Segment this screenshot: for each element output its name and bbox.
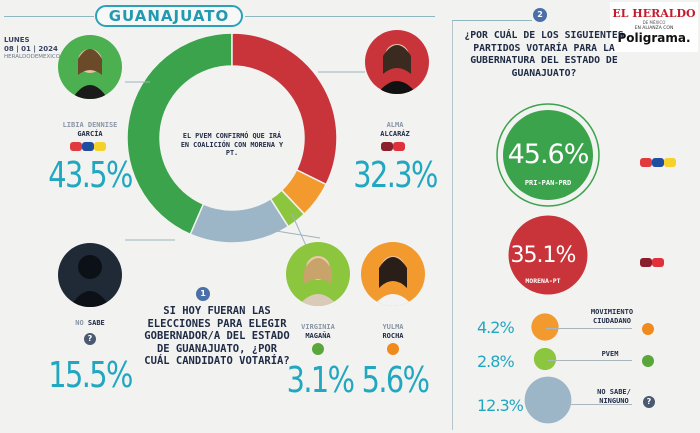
connector-mc: [546, 328, 632, 329]
question-2-badge: 2: [533, 8, 547, 22]
party-mc-label: MOVIMIENTO CIUDADANO: [590, 308, 634, 325]
party-nosabe-value: 12.3%: [477, 396, 524, 415]
question-1-text: SI HOY FUERAN LAS ELECCIONES PARA ELEGIR…: [144, 305, 290, 367]
candidate-libia-last: GARCÍA: [77, 130, 103, 138]
donut-slice-libia: [126, 32, 233, 236]
party-pvem-value: 2.8%: [477, 352, 515, 371]
portrait-virginia-icon: [298, 256, 338, 306]
connector-nosabe-party: [568, 404, 632, 405]
avatar-virginia: [286, 242, 350, 306]
header-rule-left: [4, 16, 94, 17]
candidate-virginia-name: VIRGINIA MAGAÑA: [278, 323, 358, 341]
date-value: 08 | 01 | 2024: [4, 45, 58, 53]
pvem-badge: [312, 343, 324, 355]
candidate-libia-name: LIBIA DENNISE GARCÍA: [40, 121, 140, 139]
portrait-yulma-icon: [373, 256, 413, 306]
donut-hole: [161, 67, 303, 209]
connector-virginia: [269, 229, 321, 239]
bubble-morena-pt: [508, 215, 588, 295]
candidate-donut-chart: [126, 32, 338, 244]
candidate-virginia-value: 3.1%: [286, 360, 355, 401]
section-divider-top: [452, 20, 532, 21]
candidate-virginia-last: MAGAÑA: [305, 332, 331, 340]
bubble-pvem: [533, 347, 557, 371]
candidate-yulma-last: ROCHA: [382, 332, 404, 340]
candidate-nosabe-name: NO SABE: [50, 319, 130, 328]
bubble-ring-pri-pan-prd: [496, 103, 600, 207]
question-icon: ?: [84, 333, 96, 345]
question-icon-2: ?: [643, 396, 655, 408]
question-2-text: ¿POR CUÁL DE LOS SIGUIENTES PARTIDOS VOT…: [464, 30, 624, 79]
mc-badge: [387, 343, 399, 355]
logo-heraldo: EL HERALDO: [612, 7, 696, 20]
bubble-mc: [531, 313, 559, 341]
candidate-libia-value: 43.5%: [48, 155, 133, 196]
candidate-yulma-value: 5.6%: [361, 360, 430, 401]
candidate-yulma-name: YULMA ROCHA: [353, 323, 433, 341]
candidate-alma-last: ALCARÁZ: [380, 130, 410, 138]
pvem-badge-2: [642, 355, 654, 367]
avatar-alma: [365, 30, 429, 94]
party-bubble-chart: [496, 103, 600, 424]
source-site: HERALDODEMEXICO.COM.MX: [4, 54, 85, 60]
donut-slice-nosabe: [189, 197, 290, 244]
party-morena-label: MORENA-PT: [525, 277, 561, 285]
connector-pvem: [548, 360, 632, 361]
title-pill: GUANAJUATO: [95, 5, 243, 27]
pan-pri-prd-badge-2: [640, 157, 676, 168]
party-morena-value: 35.1%: [510, 243, 577, 268]
morena-pt-badge-2: [640, 257, 664, 268]
portrait-libia-icon: [72, 49, 108, 99]
bubble-pri-pan-prd: [503, 110, 593, 200]
candidate-nosabe-first: NO: [75, 319, 84, 327]
avatar-libia: [58, 35, 122, 99]
party-pan-label: PRI-PAN-PRD: [524, 179, 572, 187]
candidate-nosabe-last: SABE: [87, 319, 105, 327]
question-1-badge: 1: [196, 287, 210, 301]
party-pvem-label: PVEM: [601, 350, 619, 358]
avatar-nosabe: [58, 243, 122, 307]
donut-center-note: EL PVEM CONFIRMÓ QUE IRÁ EN COALICIÓN CO…: [180, 132, 284, 157]
party-bubbles: [496, 103, 600, 424]
candidate-libia-first: LIBIA DENNISE: [62, 121, 118, 129]
donut-slices: [126, 32, 338, 244]
avatar-yulma: [361, 242, 425, 306]
portrait-alma-icon: [377, 44, 417, 94]
section-divider: [452, 20, 453, 430]
candidate-nosabe-value: 15.5%: [48, 355, 133, 396]
candidate-alma-name: ALMA ALCARÁZ: [355, 121, 435, 139]
date-day: LUNES: [4, 36, 30, 44]
mc-badge-2: [642, 323, 654, 335]
logo-poligrama: Poligrama.: [617, 31, 691, 45]
candidate-virginia-first: VIRGINIA: [301, 323, 335, 331]
candidate-yulma-first: YULMA: [382, 323, 404, 331]
logo-heraldo-poligrama: EL HERALDO DE MÉXICO EN ALIANZA CON Poli…: [610, 2, 698, 52]
party-mc-value: 4.2%: [477, 318, 515, 337]
silhouette-icon: [70, 255, 110, 307]
header-rule-right: [245, 16, 435, 17]
party-pan-value: 45.6%: [507, 139, 590, 170]
candidate-alma-first: ALMA: [386, 121, 404, 129]
candidate-alma-value: 32.3%: [353, 155, 438, 196]
logo-heraldo-sub: DE MÉXICO: [642, 20, 666, 25]
bubble-nosabe: [524, 376, 572, 424]
page-title: GUANAJUATO: [108, 7, 230, 25]
logo-alliance: EN ALIANZA CON: [634, 26, 674, 31]
morena-pt-badge: [381, 141, 405, 152]
party-nosabe-label: NO SABE/ NINGUNO: [597, 388, 631, 405]
pan-pri-prd-badge: [70, 141, 106, 152]
date-block: LUNES 08 | 01 | 2024 HERALDODEMEXICO.COM…: [4, 36, 85, 61]
